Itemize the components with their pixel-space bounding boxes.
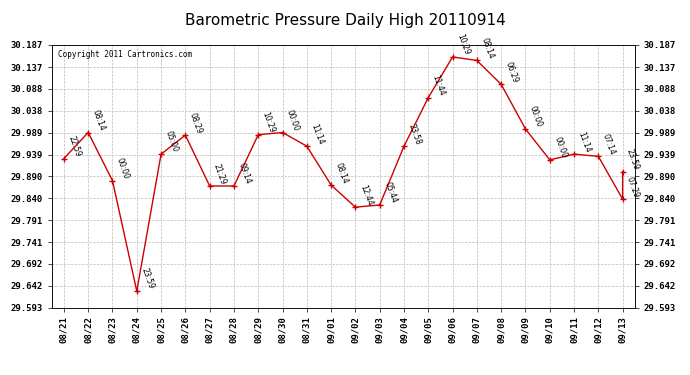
Text: 10:29: 10:29 xyxy=(261,111,277,134)
Text: 22:59: 22:59 xyxy=(66,135,82,158)
Text: 08:29: 08:29 xyxy=(188,111,204,135)
Text: 11:44: 11:44 xyxy=(431,74,446,97)
Text: 00:00: 00:00 xyxy=(115,156,131,180)
Text: 09:14: 09:14 xyxy=(237,162,253,186)
Text: 08:14: 08:14 xyxy=(90,108,106,132)
Text: Barometric Pressure Daily High 20110914: Barometric Pressure Daily High 20110914 xyxy=(185,13,505,28)
Text: 00:00: 00:00 xyxy=(285,108,301,132)
Text: 07:29: 07:29 xyxy=(625,175,641,199)
Text: 23:58: 23:58 xyxy=(406,122,422,146)
Text: 00:00: 00:00 xyxy=(552,136,568,159)
Text: 08:14: 08:14 xyxy=(333,161,349,184)
Text: 11:14: 11:14 xyxy=(577,130,592,154)
Text: 05:44: 05:44 xyxy=(382,181,398,204)
Text: 23:59: 23:59 xyxy=(625,148,641,171)
Text: 10:29: 10:29 xyxy=(455,33,471,57)
Text: 00:00: 00:00 xyxy=(528,105,544,129)
Text: 21:29: 21:29 xyxy=(212,162,228,186)
Text: 07:14: 07:14 xyxy=(601,132,617,156)
Text: Copyright 2011 Cartronics.com: Copyright 2011 Cartronics.com xyxy=(57,50,192,59)
Text: 12:44: 12:44 xyxy=(358,183,374,207)
Text: 08:14: 08:14 xyxy=(480,36,495,60)
Text: 11:14: 11:14 xyxy=(309,122,325,146)
Text: 23:59: 23:59 xyxy=(139,267,155,291)
Text: 05:00: 05:00 xyxy=(164,130,179,154)
Text: 06:29: 06:29 xyxy=(504,60,520,84)
